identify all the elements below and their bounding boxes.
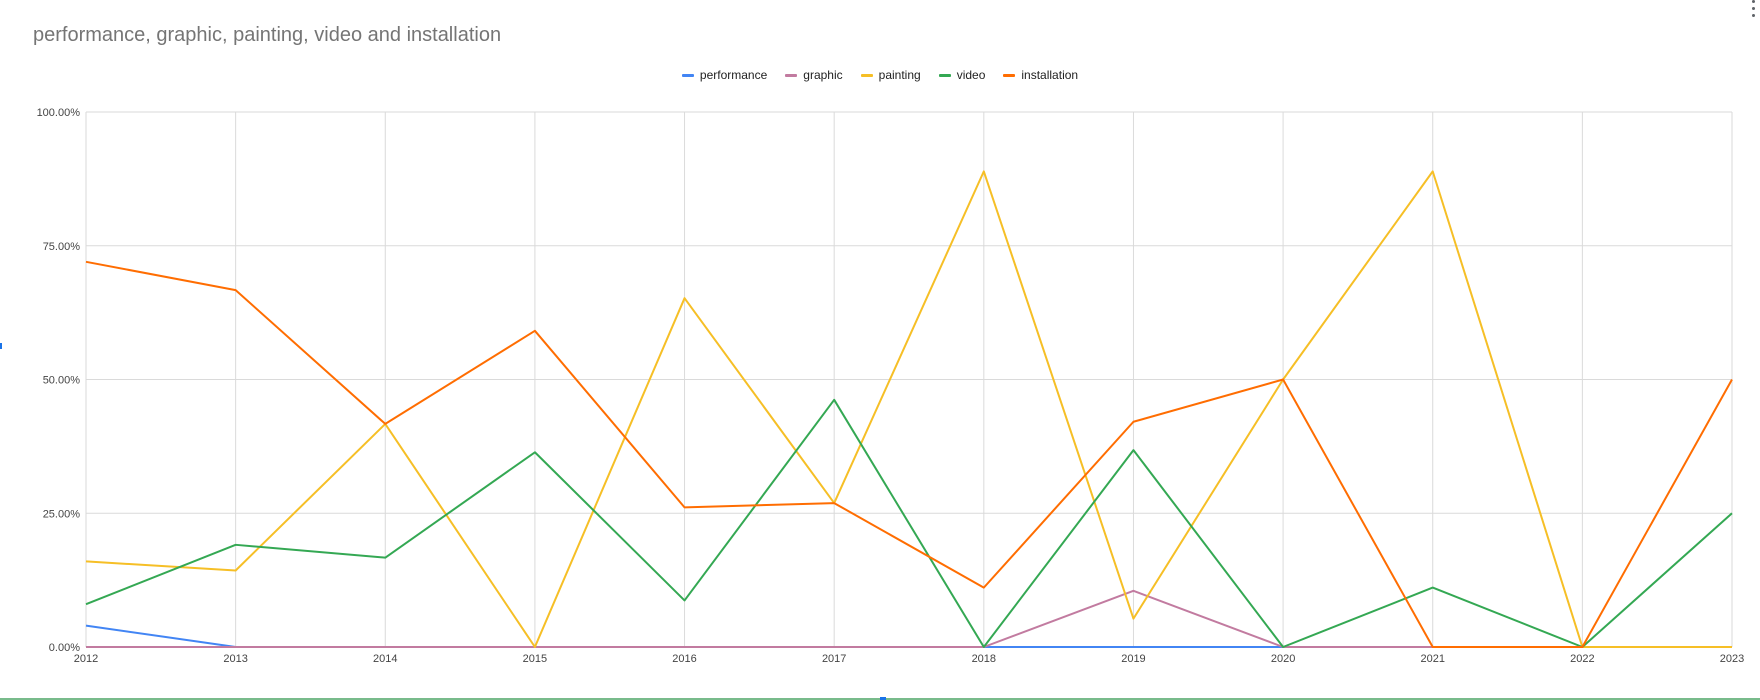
series-line-graphic[interactable] [86,589,1732,648]
legend-label: performance [699,68,768,82]
legend-swatch [1003,73,1016,77]
left-edge-marker [0,343,2,349]
x-tick-label: 2018 [972,653,996,665]
more-options-icon[interactable] [1748,0,1758,22]
x-tick-label: 2012 [74,653,98,665]
legend-label: video [956,68,986,82]
legend-swatch [860,73,873,77]
legend-swatch [938,73,951,77]
legend-item-installation[interactable]: installation [1003,68,1078,82]
grid-layer [85,111,1733,648]
x-tick-label: 2015 [523,653,547,665]
legend-item-video[interactable]: video [938,68,986,82]
legend-label: installation [1021,68,1079,82]
y-tick-label: 0.00% [49,642,80,654]
series-line-video[interactable] [85,398,1733,648]
series-line-painting[interactable] [85,170,1732,648]
x-tick-label: 2016 [672,653,696,665]
legend-swatch [785,73,798,77]
legend-item-graphic[interactable]: graphic [785,68,843,82]
series-line-installation[interactable] [85,260,1733,648]
y-tick-label: 100.00% [37,107,81,119]
chart-title: performance, graphic, painting, video an… [33,24,502,46]
series-line-performance[interactable] [85,624,1732,648]
x-tick-label: 2013 [223,653,247,665]
x-tick-label: 2020 [1271,653,1295,665]
x-tick-label: 2017 [822,653,846,665]
legend-label: graphic [803,68,843,82]
x-tick-label: 2014 [373,653,397,665]
x-tick-label: 2019 [1121,653,1145,665]
legend-swatch [681,73,694,77]
axis-layer: 0.00% 25.00% 50.00% 75.00% 100.00% 2012 2013 20… [37,107,1745,665]
x-tick-label: 2021 [1420,653,1444,665]
chart-legend: performance graphic painting video installat… [0,68,1760,82]
legend-label: painting [878,68,921,82]
legend-item-performance[interactable]: performance [681,68,768,82]
x-tick-label: 2022 [1570,653,1594,665]
legend-item-painting[interactable]: painting [860,68,921,82]
x-tick-label: 2023 [1720,653,1744,665]
series-layer [85,170,1733,648]
bottom-edge-marker [880,697,886,700]
y-tick-label: 25.00% [43,508,81,520]
y-tick-label: 75.00% [43,241,81,253]
y-tick-label: 50.00% [43,375,81,387]
